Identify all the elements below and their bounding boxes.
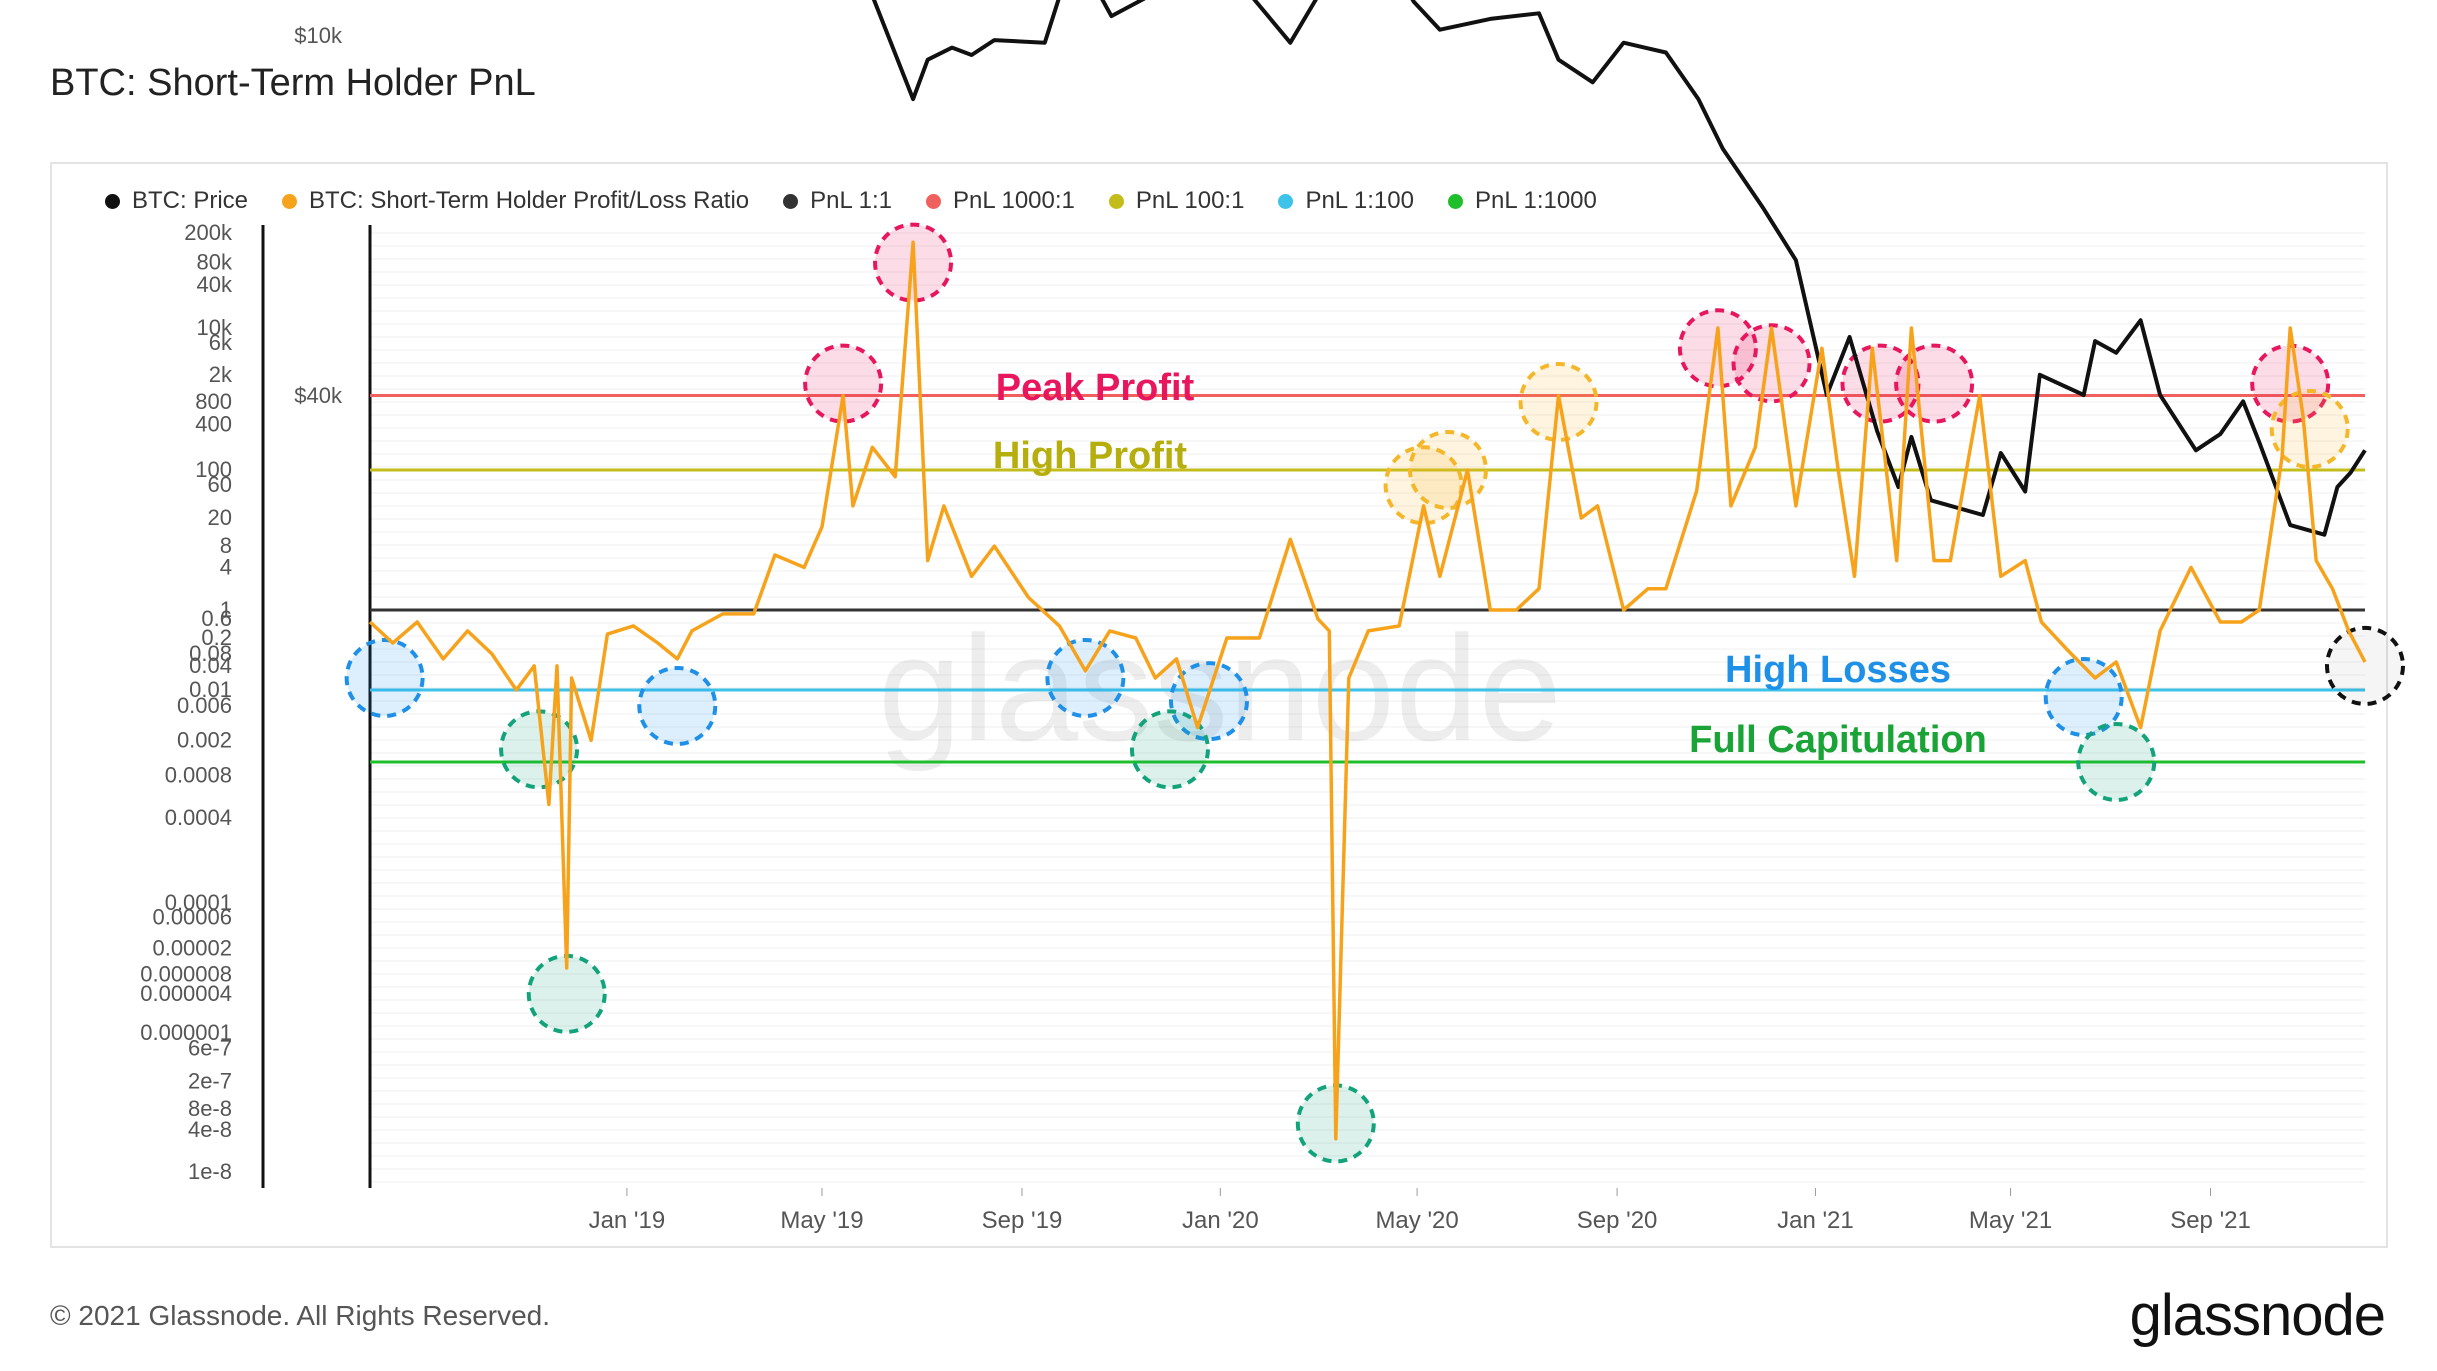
legend-item-sth-pnl-ratio[interactable]: BTC: Short-Term Holder Profit/Loss Ratio xyxy=(282,186,749,216)
legend-item-pnl-100-1[interactable]: PnL 100:1 xyxy=(1108,186,1245,216)
left-axis-tick-label: 4 xyxy=(220,554,232,579)
left-axis-tick-label: 60 xyxy=(208,472,232,497)
left-axis-tick-label: 8e-8 xyxy=(188,1096,232,1121)
legend-label: PnL 100:1 xyxy=(1135,187,1245,214)
highlight-circle-high-losses xyxy=(344,637,425,718)
left-axis-tick-label: 0.000004 xyxy=(140,981,232,1006)
legend-label: PnL 1:100 xyxy=(1305,187,1414,214)
glassnode-logo[interactable]: glassnode xyxy=(2129,1283,2386,1348)
legend-item-pnl-1-1[interactable]: PnL 1:1 xyxy=(783,186,892,216)
reference-lines xyxy=(370,393,2365,764)
legend-item-pnl-1-1000[interactable]: PnL 1:1000 xyxy=(1447,186,1597,216)
left-axis-tick-label: 0.00002 xyxy=(152,935,232,960)
left-axis-tick-label: 1 xyxy=(220,597,232,622)
left-axis-tick-label: 0.0001 xyxy=(165,890,232,915)
sth-pnl-ratio-line xyxy=(368,240,2367,1141)
right-axis-tick-label: $10k xyxy=(294,23,343,48)
chart-legend: BTC: Price BTC: Short-Term Holder Profit… xyxy=(105,186,1631,216)
left-axis-tick-label: 400 xyxy=(195,412,232,437)
legend-item-btc-price[interactable]: BTC: Price xyxy=(105,186,248,216)
highlight-circle-peak-profit xyxy=(803,343,884,424)
legend-label: PnL 1:1000 xyxy=(1474,187,1597,214)
left-axis-tick-label: 0.6 xyxy=(201,606,232,631)
x-axis-tick-label: May '20 xyxy=(1375,1207,1458,1234)
series-lines xyxy=(368,0,2367,1141)
left-axis-tick-label: 0.0008 xyxy=(165,763,232,788)
left-axis-tick-label: 8 xyxy=(220,533,232,558)
highlight-circle-high-losses xyxy=(1045,637,1126,718)
left-axis-tick-label: 0.002 xyxy=(177,727,232,752)
annotation-high-profit: High Profit xyxy=(993,435,1188,477)
highlight-circle-high-losses xyxy=(1168,661,1249,742)
left-axis-tick-label: 0.2 xyxy=(201,625,232,650)
x-axis-tick-label: May '19 xyxy=(780,1207,863,1234)
highlight-circle-high-profit xyxy=(1407,430,1488,510)
left-axis-tick-label: 0.00006 xyxy=(152,904,232,929)
left-axis-tick-label: 4e-8 xyxy=(188,1117,232,1142)
legend-dot-icon xyxy=(783,193,799,209)
watermark-text: glassnode xyxy=(878,604,1562,772)
left-axis-tick-label: 10k xyxy=(197,315,233,340)
left-axis-tick-label: 2k xyxy=(209,362,233,387)
annotation-peak-profit: Peak Profit xyxy=(996,367,1195,409)
highlight-circle-high-losses xyxy=(2043,656,2124,737)
highlight-circle-high-profit xyxy=(1383,445,1464,526)
left-axis-tick-label: 800 xyxy=(195,389,232,414)
x-axis-tick-label: Jan '19 xyxy=(589,1207,666,1234)
annotations: Peak Profit High Profit High Losses Full… xyxy=(993,367,1987,761)
left-axis-tick-label: 80k xyxy=(197,250,233,275)
left-axis-tick-label: 2e-7 xyxy=(188,1069,232,1094)
highlight-circle-capitulation xyxy=(1129,709,1210,790)
left-axis-tick-label: 20 xyxy=(208,505,232,530)
highlight-circle-capitulation xyxy=(2076,722,2157,802)
legend-dot-icon xyxy=(1278,193,1294,209)
left-axis-tick-label: 0.04 xyxy=(189,653,232,678)
left-axis-tick-label: 100 xyxy=(195,457,232,482)
left-axis-tick-label: 0.0004 xyxy=(165,805,232,830)
left-axis-tick-label: 200k xyxy=(184,220,233,245)
x-axis-tick-label: Jan '21 xyxy=(1777,1207,1854,1234)
highlight-circle-high-profit xyxy=(2269,389,2350,470)
legend-dot-icon xyxy=(1108,193,1124,209)
highlight-circle-peak-profit xyxy=(1731,323,1812,404)
left-axis-tick-label: 6k xyxy=(209,330,233,355)
axes xyxy=(261,225,372,1188)
right-axis-tick-label: $40k xyxy=(294,383,343,408)
grid-lines xyxy=(370,232,2365,1183)
left-axis-tick-label: 0.006 xyxy=(177,693,232,718)
annotation-high-losses: High Losses xyxy=(1725,649,1951,691)
left-axis-tick-label: 0.01 xyxy=(189,677,232,702)
left-axis-tick-label: 0.000001 xyxy=(140,1020,232,1045)
legend-dot-icon xyxy=(1447,193,1463,209)
legend-label: PnL 1000:1 xyxy=(953,187,1075,214)
legend-dot-icon xyxy=(105,193,120,209)
legend-item-pnl-1000-1[interactable]: PnL 1000:1 xyxy=(926,186,1075,216)
left-axis-tick-label: 6e-7 xyxy=(188,1035,232,1060)
chart-title: BTC: Short-Term Holder PnL xyxy=(50,62,536,104)
legend-dot-icon xyxy=(282,193,298,209)
legend-dot-icon xyxy=(926,193,941,209)
x-axis-tick-label: May '21 xyxy=(1969,1207,2052,1234)
left-axis-tick-label: 40k xyxy=(197,272,233,297)
x-axis-tick-label: Jan '20 xyxy=(1182,1207,1259,1234)
x-axis-tick-label: Sep '21 xyxy=(2170,1207,2251,1234)
left-axis-tick-label: 0.08 xyxy=(189,641,232,666)
left-axis-tick-label: 1e-8 xyxy=(188,1159,232,1184)
left-axis-tick-label: 0.000008 xyxy=(140,961,232,986)
annotation-full-capitulation: Full Capitulation xyxy=(1689,719,1987,761)
legend-label: PnL 1:1 xyxy=(810,187,892,214)
chart-frame xyxy=(50,162,2388,1248)
copyright-text: © 2021 Glassnode. All Rights Reserved. xyxy=(50,1300,551,1331)
x-axis-tick-label: Sep '19 xyxy=(982,1207,1063,1234)
legend-label: BTC: Short-Term Holder Profit/Loss Ratio xyxy=(309,187,750,214)
legend-label: BTC: Price xyxy=(132,187,249,214)
highlight-circle-high-losses xyxy=(637,665,718,746)
btc-price-line xyxy=(871,0,2367,537)
axis-ticks: 200k80k40k10k6k2k80040010060208410.60.20… xyxy=(140,23,2251,1234)
highlight-circle-current xyxy=(2325,625,2405,706)
x-axis-tick-label: Sep '20 xyxy=(1577,1207,1658,1234)
legend-item-pnl-1-100[interactable]: PnL 1:100 xyxy=(1278,186,1414,216)
